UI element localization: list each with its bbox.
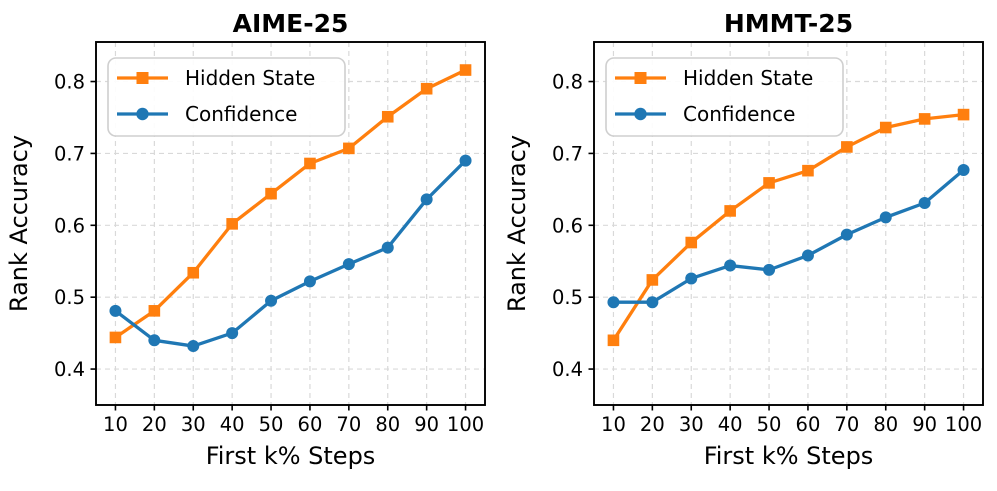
- marker-confidence: [187, 340, 200, 353]
- x-tick-label: 60: [298, 413, 323, 436]
- marker-hidden-state: [646, 274, 659, 286]
- marker-hidden-state: [109, 331, 122, 344]
- x-axis-label: First k% Steps: [206, 442, 376, 470]
- marker-confidence: [918, 197, 931, 210]
- x-tick-label: 70: [834, 413, 859, 436]
- x-tick-label: 10: [103, 413, 128, 436]
- y-tick-label: 0.8: [54, 71, 85, 94]
- marker-confidence: [109, 304, 122, 317]
- marker-hidden-state: [343, 142, 355, 155]
- plot-border: [593, 41, 984, 406]
- marker-hidden-state: [957, 108, 970, 121]
- marker-hidden-state: [265, 187, 277, 200]
- marker-confidence: [646, 296, 659, 309]
- marker-confidence: [685, 272, 698, 285]
- marker-hidden-state: [724, 205, 736, 217]
- marker-hidden-state: [802, 164, 814, 177]
- x-tick-label: 80: [873, 413, 898, 436]
- chart-title: AIME-25: [233, 9, 349, 38]
- y-tick-label: 0.4: [552, 358, 583, 381]
- marker-confidence: [148, 334, 161, 347]
- marker-confidence: [801, 249, 814, 262]
- legend-label-confidence: Confidence: [185, 102, 297, 126]
- marker-confidence: [763, 263, 776, 276]
- x-tick-label: 10: [601, 413, 626, 436]
- y-tick-label: 0.7: [552, 142, 583, 165]
- legend-marker-hidden-state: [634, 72, 647, 84]
- hmmt-25-chart: 10 20 30 40 50 60 70 80 90 100 0.4 0.5 0.6 0.7 0.8 Hidd…: [503, 9, 984, 470]
- legend-label-hidden-state: Hidden State: [683, 66, 813, 90]
- marker-confidence: [724, 259, 737, 272]
- marker-confidence: [607, 296, 620, 309]
- marker-hidden-state: [381, 110, 394, 123]
- subplot-hmmt-25: 10 20 30 40 50 60 70 80 90 100 0.4 0.5 0.6 0.7 0.8 Hidd…: [498, 0, 996, 491]
- x-tick-label: 100: [945, 413, 982, 436]
- y-tick-label: 0.7: [54, 142, 85, 165]
- marker-confidence: [879, 211, 892, 224]
- marker-confidence: [459, 154, 472, 167]
- x-tick-label: 30: [679, 413, 704, 436]
- x-tick-label: 90: [912, 413, 937, 436]
- series-line-confidence: [611, 168, 966, 304]
- series-line-hidden-state: [113, 68, 468, 340]
- y-axis-label: Rank Accuracy: [503, 135, 531, 312]
- marker-confidence: [226, 327, 239, 340]
- marker-hidden-state: [304, 157, 316, 170]
- marker-hidden-state: [879, 121, 892, 134]
- x-tick-label: 70: [336, 413, 361, 436]
- aime-25-chart: 10 20 30 40 50 60 70 80 90 100 0.4 0.5 0.6 0.7 0.8 Hidd…: [5, 9, 486, 470]
- x-tick-label: 90: [414, 413, 439, 436]
- marker-confidence: [840, 228, 853, 241]
- legend-marker-hidden-state: [136, 72, 149, 84]
- y-tick-label: 0.5: [552, 286, 583, 309]
- marker-hidden-state: [685, 236, 698, 249]
- legend-marker-confidence: [136, 107, 149, 121]
- x-tick-label: 50: [259, 413, 284, 436]
- marker-confidence: [420, 193, 433, 206]
- subplot-aime-25: 10 20 30 40 50 60 70 80 90 100 0.4 0.5 0.6 0.7 0.8 Hidd…: [0, 0, 498, 491]
- y-tick-label: 0.5: [54, 286, 85, 309]
- series-line-confidence: [113, 158, 468, 348]
- marker-hidden-state: [459, 64, 472, 76]
- x-tick-label: 20: [640, 413, 665, 436]
- marker-hidden-state: [763, 177, 775, 189]
- marker-confidence: [303, 275, 316, 288]
- y-tick-label: 0.6: [54, 214, 85, 237]
- chart-title: HMMT-25: [724, 9, 853, 38]
- y-tick-label: 0.8: [552, 71, 583, 94]
- x-tick-label: 40: [718, 413, 743, 436]
- marker-confidence: [342, 258, 355, 271]
- plot-border: [95, 41, 486, 406]
- x-tick-label: 80: [375, 413, 400, 436]
- y-tick-label: 0.6: [552, 214, 583, 237]
- x-tick-label: 50: [757, 413, 782, 436]
- marker-hidden-state: [841, 141, 853, 153]
- x-tick-label: 30: [181, 413, 206, 436]
- legend-label-hidden-state: Hidden State: [185, 66, 315, 90]
- marker-hidden-state: [226, 218, 238, 230]
- y-tick-label: 0.4: [54, 358, 85, 381]
- series-line-hidden-state: [611, 112, 966, 342]
- x-tick-label: 20: [142, 413, 167, 436]
- marker-hidden-state: [918, 113, 931, 125]
- marker-hidden-state: [420, 82, 433, 95]
- x-axis-label: First k% Steps: [704, 442, 874, 470]
- marker-confidence: [381, 241, 394, 254]
- marker-hidden-state: [607, 334, 620, 347]
- marker-hidden-state: [187, 266, 200, 279]
- x-tick-label: 40: [220, 413, 245, 436]
- y-axis-label: Rank Accuracy: [5, 135, 33, 312]
- marker-confidence: [957, 163, 970, 176]
- legend-marker-confidence: [634, 107, 647, 121]
- marker-confidence: [265, 294, 278, 307]
- x-tick-label: 60: [796, 413, 821, 436]
- legend-label-confidence: Confidence: [683, 102, 795, 126]
- x-tick-label: 100: [447, 413, 484, 436]
- marker-hidden-state: [148, 305, 161, 317]
